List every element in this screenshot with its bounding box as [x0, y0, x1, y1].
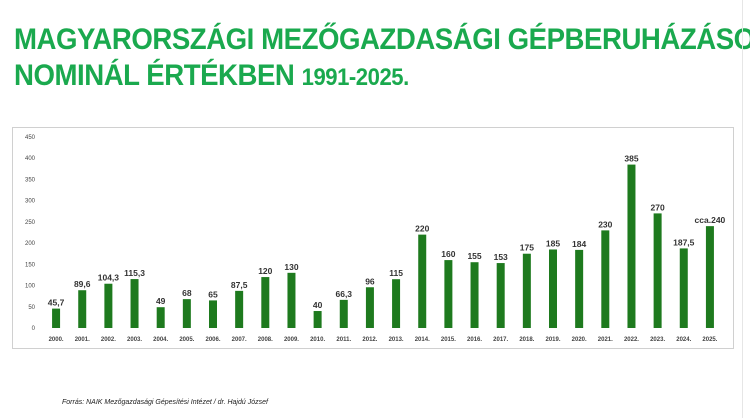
bar: [679, 248, 688, 328]
title-years: 1991-2025.: [301, 64, 410, 91]
bar: [209, 300, 217, 328]
x-tick-label: 2004.: [153, 337, 168, 343]
x-tick-label: 2020.: [572, 337, 587, 343]
x-tick-label: 2014.: [415, 337, 430, 343]
y-tick-label: 300: [25, 199, 36, 205]
data-label: 68: [182, 288, 192, 298]
x-tick-label: 2017.: [493, 337, 508, 343]
x-tick-label: 2009.: [284, 337, 299, 343]
bar: [52, 308, 61, 328]
data-label: 220: [415, 224, 429, 234]
data-label: 115,3: [124, 268, 145, 278]
bar: [549, 249, 557, 328]
bar: [575, 249, 584, 328]
data-label: 160: [441, 249, 455, 259]
bar: [392, 279, 401, 328]
y-tick-label: 450: [25, 135, 36, 141]
source-note: Forrás: NAIK Mezőgazdasági Gépesítési In…: [62, 399, 268, 406]
title-line-2: NOMINÁL ÉRTÉKBEN 1991-2025.: [14, 58, 676, 96]
x-tick-label: 2010.: [310, 337, 325, 343]
x-tick-label: 2024.: [676, 337, 691, 343]
data-label: 40: [313, 300, 323, 310]
x-tick-label: 2016.: [467, 337, 482, 343]
x-tick-label: 2015.: [441, 337, 456, 343]
title-line-2-text: NOMINÁL ÉRTÉKBEN: [14, 59, 295, 92]
x-tick-label: 2019.: [545, 337, 560, 343]
data-label: 45,7: [48, 298, 65, 308]
bar: [444, 260, 453, 328]
bar: [418, 234, 427, 328]
data-label: 185: [546, 238, 560, 248]
bar: [339, 299, 348, 328]
x-tick-label: 2000.: [49, 337, 64, 343]
x-tick-label: 2022.: [624, 337, 639, 343]
bar: [104, 283, 113, 328]
data-label: 130: [284, 262, 298, 272]
bar: [235, 290, 244, 328]
x-tick-label: 2001.: [75, 337, 90, 343]
data-label: 230: [598, 219, 612, 229]
title-line-1: MAGYARORSZÁGI MEZŐGAZDASÁGI GÉPBERUHÁZÁS…: [14, 23, 750, 56]
bar: [365, 287, 374, 328]
data-label: 66,3: [335, 289, 352, 299]
bar: [261, 277, 270, 328]
bar: [182, 299, 191, 328]
y-tick-label: 100: [25, 284, 36, 290]
x-tick-label: 2002.: [101, 337, 116, 343]
y-tick-label: 50: [28, 305, 35, 311]
y-tick-label: 0: [32, 326, 36, 332]
page-edge-divider: [742, 0, 743, 418]
bar: [601, 230, 610, 328]
data-label: 49: [156, 296, 166, 306]
data-label: 87,5: [231, 280, 248, 290]
bar: [522, 253, 531, 328]
bar: [705, 226, 714, 328]
x-tick-label: 2011.: [336, 337, 351, 343]
x-tick-label: 2018.: [519, 337, 534, 343]
x-tick-label: 2007.: [232, 337, 247, 343]
x-tick-label: 2012.: [362, 337, 377, 343]
x-tick-label: 2021.: [598, 337, 613, 343]
data-label: 270: [651, 202, 665, 212]
x-tick-label: 2025.: [702, 337, 717, 343]
data-label: 104,3: [98, 273, 120, 283]
x-tick-label: 2005.: [179, 337, 194, 343]
bar: [78, 290, 87, 328]
bar: [130, 279, 139, 328]
x-tick-label: 2023.: [650, 337, 665, 343]
bar: [287, 272, 296, 328]
data-label: 96: [365, 276, 375, 286]
bar: [313, 311, 322, 328]
x-tick-label: 2006.: [205, 337, 220, 343]
data-label: 184: [572, 239, 586, 249]
data-label: 187,5: [673, 237, 695, 247]
data-label: 175: [520, 243, 534, 253]
bar: [470, 262, 479, 328]
data-label: 115: [389, 268, 403, 278]
x-tick-label: 2003.: [127, 337, 142, 343]
chart-title: MAGYARORSZÁGI MEZŐGAZDASÁGI GÉPBERUHÁZÁS…: [14, 22, 750, 96]
data-label: cca.240: [695, 215, 726, 225]
y-tick-label: 150: [25, 262, 36, 268]
x-tick-label: 2008.: [258, 337, 273, 343]
y-tick-label: 200: [25, 241, 36, 247]
data-label: 385: [624, 154, 638, 164]
data-label: 120: [258, 266, 272, 276]
data-label: 155: [467, 251, 481, 261]
bar: [496, 263, 505, 328]
bar: [653, 213, 662, 328]
data-label: 153: [494, 252, 508, 262]
x-tick-label: 2013.: [389, 337, 404, 343]
y-tick-label: 350: [25, 177, 36, 183]
bar-chart: 0 50 100 150 200 250 300 350 400 450 45,7 2000. 89,6…: [25, 135, 726, 343]
y-tick-label: 400: [25, 156, 36, 162]
bar: [627, 164, 636, 328]
y-tick-label: 250: [25, 220, 36, 226]
data-label: 89,6: [74, 279, 91, 289]
bar: [156, 307, 165, 328]
data-label: 65: [208, 289, 218, 299]
chart-area: 0 50 100 150 200 250 300 350 400 450 45,7 2000. 89,6…: [12, 127, 734, 349]
